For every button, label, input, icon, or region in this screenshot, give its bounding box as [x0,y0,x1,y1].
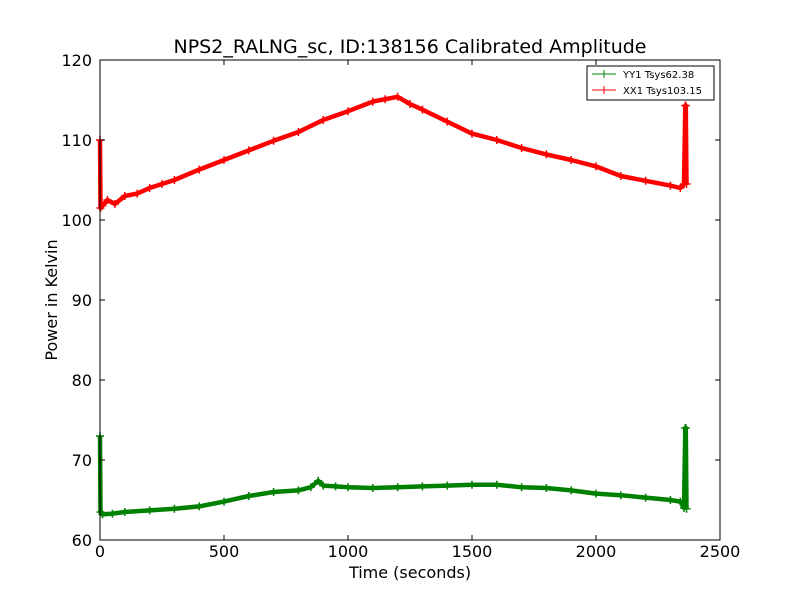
data-point [195,165,204,174]
data-point [682,504,691,513]
x-tick-label: 0 [95,542,105,561]
series-xx1 [96,92,691,212]
legend: YY1 Tsys62.38 XX1 Tsys103.15 [586,65,715,101]
data-point [567,486,576,495]
series-layer [96,92,691,519]
data-point [368,97,377,106]
data-point [592,162,600,171]
data-point [492,480,501,489]
legend-label-xx1: XX1 Tsys103.15 [623,86,702,97]
data-point [542,484,551,492]
data-point [641,493,650,502]
data-point [195,502,204,511]
chart-title: NPS2_RALNG_sc, ID:138156 Calibrated Ampl… [174,36,647,58]
data-point [269,136,278,145]
data-point [319,116,328,124]
y-tick-label: 70 [72,451,92,470]
y-tick-label: 110 [61,131,92,150]
series-yy1 [96,424,691,519]
data-point [542,150,551,159]
x-tick-label: 1000 [328,542,369,561]
legend-label-yy1: YY1 Tsys62.38 [622,70,694,81]
data-point [145,506,154,515]
data-point [468,480,476,489]
data-point [616,491,625,500]
data-point [120,508,129,516]
data-point [344,107,352,116]
data-point [666,181,675,190]
plot-area [100,60,720,540]
data-point [331,482,340,491]
data-point [393,92,402,101]
data-point [681,101,690,110]
data-point [314,476,323,485]
data-point [269,488,278,496]
data-point [393,483,402,492]
data-point [418,105,427,114]
data-point [517,144,526,152]
data-point [676,497,685,506]
x-tick-label: 1500 [452,542,493,561]
data-point [682,180,691,188]
data-point [567,156,576,164]
y-tick-label: 90 [72,291,92,310]
data-point [443,481,452,490]
data-point [145,184,154,192]
data-point [103,196,112,204]
data-point [681,424,690,432]
y-axis-label: Power in Kelvin [42,239,61,360]
data-point [418,482,427,491]
data-point [108,509,117,518]
x-tick-label: 2000 [576,542,617,561]
data-point [120,192,129,200]
data-point [158,180,166,188]
x-tick-label: 2500 [700,542,741,561]
y-axis: 60 70 80 90 100 110 120 [61,51,720,550]
data-point [492,136,501,144]
data-point [368,484,377,492]
y-tick-label: 80 [72,371,92,390]
data-point [244,492,253,500]
data-point [406,100,414,108]
data-point [381,95,390,104]
x-tick-label: 500 [209,542,240,561]
y-tick-label: 60 [72,531,92,550]
data-point [676,184,685,192]
data-point [319,481,328,490]
y-tick-label: 120 [61,51,92,70]
data-point [468,129,476,138]
data-point [133,189,142,198]
data-point [666,496,675,504]
y-tick-label: 100 [61,211,92,230]
x-axis-label: Time (seconds) [348,563,471,582]
data-point [592,489,600,498]
data-point [170,176,179,184]
legend-frame [586,65,715,101]
data-point [641,176,650,185]
data-point [220,497,228,506]
data-point [344,483,352,492]
data-point [306,483,315,492]
data-point [294,128,303,136]
data-point [170,504,179,513]
data-point [443,117,452,126]
data-point [294,486,303,495]
data-point [244,146,253,155]
x-axis: 0 500 1000 1500 2000 2500 [95,60,740,561]
data-point [517,483,526,492]
data-point [110,200,119,208]
data-point [220,156,228,164]
data-point [616,172,625,180]
